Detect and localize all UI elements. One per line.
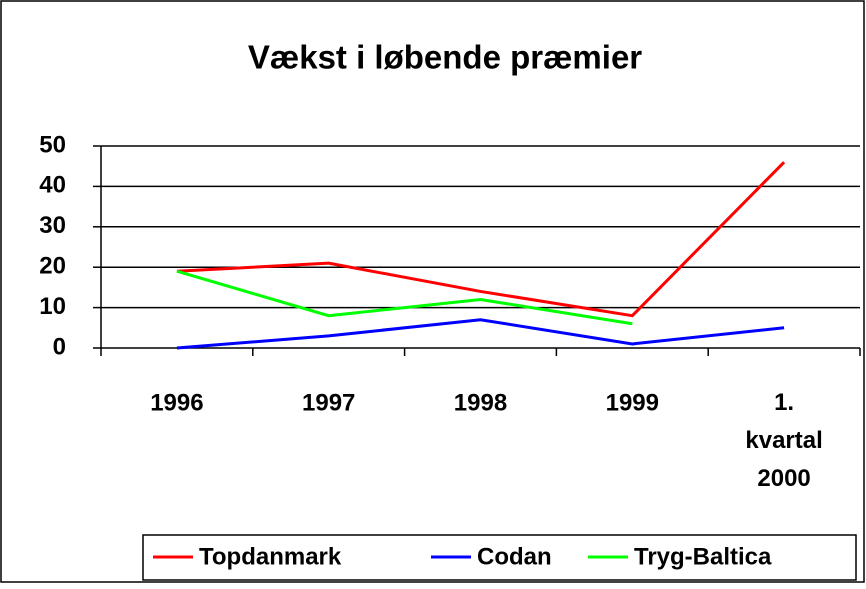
chart-title: Vækst i løbende præmier — [248, 39, 642, 76]
x-tick-label-line: 1. — [774, 389, 794, 416]
legend-box — [142, 534, 857, 581]
legend-label: Tryg-Baltica — [634, 543, 772, 570]
x-tick-label: 1999 — [606, 389, 659, 416]
y-tick-label: 30 — [39, 212, 66, 239]
legend-label: Codan — [477, 543, 552, 570]
series-line — [176, 318, 785, 350]
x-tick-label-line: 2000 — [757, 465, 810, 492]
series-line — [176, 269, 633, 326]
x-tick-label: 1998 — [454, 389, 507, 416]
y-tick-label: 20 — [39, 253, 66, 280]
legend-label: Topdanmark — [199, 543, 342, 570]
y-tick-label: 40 — [39, 172, 66, 199]
x-tick-label-line: kvartal — [745, 427, 822, 454]
x-tick-label: 1. kvartal 2000 — [745, 389, 822, 492]
y-tick-label: 50 — [39, 131, 66, 158]
x-tick-label: 1997 — [302, 389, 355, 416]
x-tick-label: 1996 — [150, 389, 203, 416]
series-line — [176, 161, 786, 318]
y-tick-label: 10 — [39, 293, 66, 320]
y-tick-label: 0 — [53, 333, 66, 360]
